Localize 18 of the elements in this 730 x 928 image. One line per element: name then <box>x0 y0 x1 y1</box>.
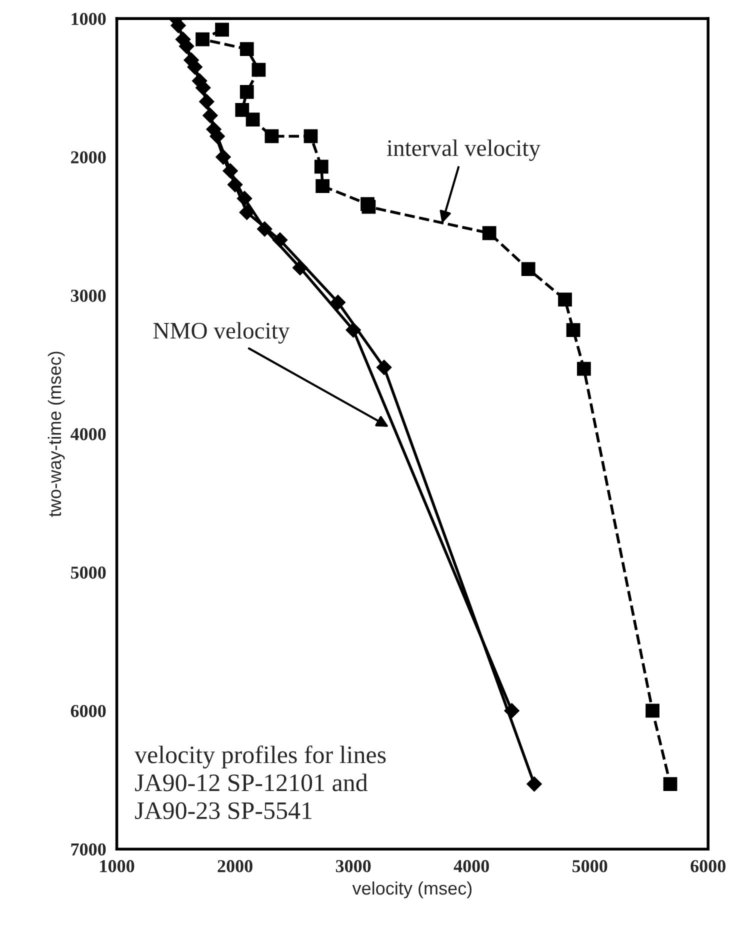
y-axis-title: two-way-time (msec) <box>48 352 65 517</box>
x-tick-label: 1000 <box>100 860 134 872</box>
y-tick-label: 5000 <box>70 566 106 579</box>
y-tick-label: 3000 <box>70 290 106 302</box>
annotation: interval velocity <box>386 139 540 161</box>
x-tick-label: 6000 <box>690 860 726 872</box>
y-tick-label: 6000 <box>70 704 106 718</box>
y-tick-label: 1000 <box>72 12 106 25</box>
x-tick-label: 4000 <box>454 860 489 872</box>
annotation: NMO velocity <box>153 322 290 344</box>
x-tick-label: 2000 <box>218 860 252 872</box>
y-tick-label: 2000 <box>71 151 106 164</box>
x-axis-title: velocity (msec) <box>352 881 472 898</box>
x-tick-label: 3000 <box>336 860 371 872</box>
y-tick-label: 7000 <box>71 843 106 856</box>
x-tick-label: 5000 <box>572 860 608 872</box>
y-tick-label: 4000 <box>70 428 106 440</box>
annotation: velocity profiles for lines JA90-12 SP-12101 and JA90-23 SP-5541 <box>134 745 386 820</box>
